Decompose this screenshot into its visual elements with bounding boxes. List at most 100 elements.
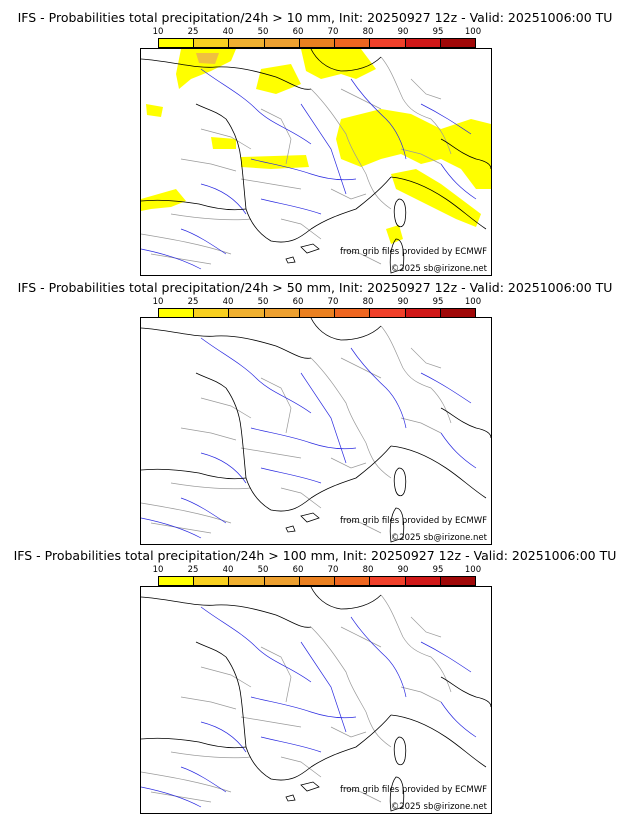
admin-border bbox=[240, 447, 302, 459]
legend-label: 100 bbox=[464, 565, 482, 575]
coastline bbox=[245, 477, 312, 512]
admin-border bbox=[410, 347, 442, 369]
admin-border bbox=[400, 148, 442, 165]
legend-color-swatch bbox=[370, 39, 406, 47]
panel-title: IFS - Probabilities total precipitation/… bbox=[17, 10, 613, 25]
panel-title: IFS - Probabilities total precipitation/… bbox=[17, 280, 613, 295]
admin-border bbox=[340, 517, 382, 534]
coastline bbox=[141, 199, 247, 211]
admin-border bbox=[240, 716, 302, 728]
admin-border bbox=[380, 325, 432, 389]
admin-border bbox=[141, 502, 232, 524]
admin-border bbox=[340, 357, 382, 379]
coastline bbox=[141, 327, 312, 359]
admin-border bbox=[200, 397, 252, 419]
legend-label: 10 bbox=[152, 27, 164, 37]
map-canvas bbox=[141, 587, 491, 812]
legend-labels: 10 25 40 50 60 70 80 90 95 100 bbox=[153, 565, 482, 575]
copyright-credit: ©2025 sb@irizone.net bbox=[390, 802, 487, 812]
admin-border bbox=[410, 616, 442, 638]
legend-labels: 10 25 40 50 60 70 80 90 95 100 bbox=[153, 297, 482, 307]
river bbox=[260, 198, 322, 215]
river bbox=[200, 183, 247, 215]
coastline bbox=[141, 596, 312, 628]
admin-border bbox=[200, 128, 252, 150]
legend-color-swatch bbox=[194, 309, 230, 317]
admin-border bbox=[170, 751, 252, 759]
river bbox=[420, 641, 472, 673]
source-credit: from grib files provided by ECMWF bbox=[340, 785, 487, 795]
admin-border bbox=[330, 726, 367, 738]
island-coastline bbox=[285, 256, 296, 264]
legend-color-swatch bbox=[264, 577, 300, 585]
precip-probability-area bbox=[176, 49, 236, 89]
legend-label: 10 bbox=[152, 297, 164, 307]
source-credit: from grib files provided by ECMWF bbox=[340, 247, 487, 257]
admin-border bbox=[310, 626, 367, 713]
coastline bbox=[195, 641, 247, 748]
river bbox=[420, 103, 472, 135]
legend-color-swatch bbox=[159, 577, 195, 585]
precip-probability-area bbox=[336, 109, 491, 189]
legend-color-swatch bbox=[299, 39, 336, 47]
river bbox=[350, 616, 407, 698]
legend-label: 40 bbox=[222, 565, 234, 575]
river bbox=[141, 248, 202, 270]
coastline bbox=[310, 714, 392, 768]
coastline bbox=[195, 372, 247, 479]
legend-color-swatch bbox=[335, 39, 371, 47]
coastline bbox=[141, 737, 247, 749]
admin-border bbox=[150, 253, 212, 265]
legend-label: 10 bbox=[152, 565, 164, 575]
admin-border bbox=[380, 56, 432, 120]
legend-color-swatch bbox=[229, 577, 265, 585]
admin-border bbox=[240, 178, 302, 190]
precip-probability-area bbox=[391, 169, 481, 227]
legend-label: 100 bbox=[464, 27, 482, 37]
legend-color-swatch bbox=[159, 39, 195, 47]
admin-border bbox=[141, 233, 232, 255]
admin-border bbox=[280, 218, 322, 240]
island-coastline bbox=[389, 507, 405, 543]
legend-color-swatch bbox=[299, 309, 336, 317]
map-canvas bbox=[141, 49, 491, 274]
legend-color-swatch bbox=[229, 39, 265, 47]
river bbox=[200, 606, 312, 683]
river bbox=[180, 228, 227, 255]
admin-border bbox=[180, 427, 237, 441]
coastline bbox=[310, 318, 382, 341]
legend-color-swatch bbox=[405, 309, 441, 317]
admin-border bbox=[365, 711, 392, 748]
coastline bbox=[141, 58, 312, 90]
coastline bbox=[390, 176, 487, 230]
precip-probability-area bbox=[146, 104, 163, 117]
river bbox=[141, 786, 202, 808]
island-coastline bbox=[393, 736, 407, 766]
admin-border bbox=[150, 522, 212, 534]
probability-legend: 10 25 40 50 60 70 80 90 95 100 bbox=[153, 565, 482, 586]
legend-label: 25 bbox=[187, 297, 199, 307]
legend-color-swatch bbox=[194, 577, 230, 585]
admin-border bbox=[150, 791, 212, 803]
legend-label: 40 bbox=[222, 27, 234, 37]
map-panel-100mm: IFS - Probabilities total precipitation/… bbox=[0, 548, 630, 820]
admin-border bbox=[180, 158, 237, 172]
coastline bbox=[310, 587, 382, 610]
island-coastline bbox=[389, 238, 405, 274]
river bbox=[200, 337, 312, 414]
admin-border bbox=[340, 88, 382, 110]
river bbox=[350, 347, 407, 429]
precip-probability-area bbox=[301, 49, 376, 79]
legend-color-bar bbox=[158, 576, 476, 586]
admin-border bbox=[260, 646, 292, 703]
legend-label: 80 bbox=[362, 297, 374, 307]
admin-border bbox=[380, 594, 432, 658]
coastline bbox=[310, 445, 392, 499]
admin-border bbox=[260, 377, 292, 434]
legend-label: 70 bbox=[327, 297, 339, 307]
map-canvas bbox=[141, 318, 491, 543]
river bbox=[300, 103, 347, 195]
legend-label: 60 bbox=[292, 297, 304, 307]
admin-border bbox=[280, 756, 322, 778]
admin-border bbox=[170, 213, 252, 221]
